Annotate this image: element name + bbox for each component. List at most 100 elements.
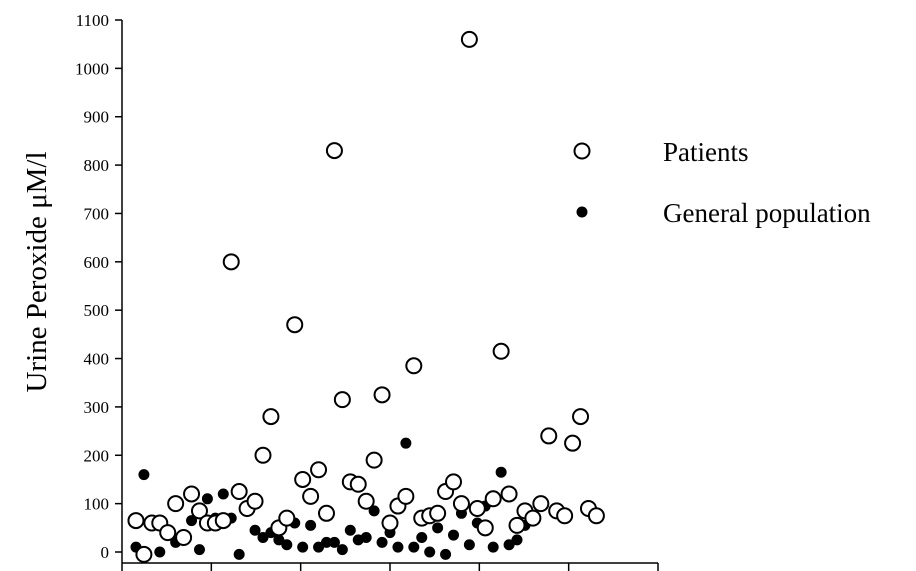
y-tick-label: 100: [84, 495, 110, 514]
general-population-point: [138, 469, 150, 481]
patient-point: [532, 495, 550, 513]
patient-point: [405, 357, 423, 375]
patient-point: [294, 470, 312, 488]
patient-point: [254, 446, 272, 464]
general-population-point: [281, 539, 293, 551]
x-axis: [121, 562, 659, 571]
patient-point: [262, 408, 280, 426]
patient-point: [397, 487, 415, 505]
patient-point: [230, 483, 248, 501]
general-population-point: [154, 546, 166, 558]
y-tick-label: 0: [101, 543, 110, 562]
general-population-point: [257, 531, 269, 543]
general-population-point: [233, 548, 245, 560]
patient-point: [452, 495, 470, 513]
patient-point: [492, 342, 510, 360]
patient-point: [214, 512, 232, 530]
general-population-point: [440, 548, 452, 560]
y-tick-label: 500: [84, 301, 110, 320]
y-tick-label: 300: [84, 398, 110, 417]
patient-point: [333, 391, 351, 409]
legend: Patients General population: [573, 137, 871, 228]
legend-open-circle-marker: [573, 142, 591, 160]
patient-point: [349, 475, 367, 493]
patient-point: [572, 408, 590, 426]
y-tick-label: 800: [84, 156, 110, 175]
legend-label: Patients: [663, 137, 749, 167]
patient-point: [564, 434, 582, 452]
patient-point: [159, 524, 177, 542]
patient-point: [167, 495, 185, 513]
patient-point: [373, 386, 391, 404]
general-population-point: [201, 493, 213, 505]
general-population-point: [463, 539, 475, 551]
y-tick-label: 400: [84, 350, 110, 369]
y-tick-label: 1000: [75, 59, 109, 78]
patient-point: [325, 142, 343, 160]
general-population-point: [487, 541, 499, 553]
patient-point: [317, 504, 335, 522]
patient-point: [468, 499, 486, 517]
patient-point: [476, 519, 494, 537]
patient-point: [445, 473, 463, 491]
patient-point: [556, 507, 574, 525]
patient-point: [381, 514, 399, 532]
patient-point: [190, 502, 208, 520]
patient-point: [246, 492, 264, 510]
general-population-point: [313, 541, 325, 553]
patient-point: [540, 427, 558, 445]
general-population-point: [392, 541, 404, 553]
patient-point: [302, 487, 320, 505]
patient-point: [357, 492, 375, 510]
patient-point: [500, 485, 518, 503]
patient-point: [365, 451, 383, 469]
y-tick-label: 200: [84, 446, 110, 465]
patient-point: [278, 509, 296, 527]
y-axis: 0 100 200 300 400 500 600 700 800 900 1000 1100: [75, 11, 123, 563]
general-population-point: [503, 539, 515, 551]
patient-point: [524, 509, 542, 527]
general-population-point: [193, 544, 205, 556]
general-population-point: [408, 541, 420, 553]
y-tick-label: 1100: [76, 11, 109, 30]
general-population-point: [511, 534, 523, 546]
general-population-point: [495, 466, 507, 478]
general-population-point: [336, 544, 348, 556]
patient-point: [127, 512, 145, 530]
legend-item: Patients: [573, 137, 749, 167]
y-tick-label: 600: [84, 253, 110, 272]
patient-point: [429, 504, 447, 522]
legend-item: General population: [576, 198, 871, 228]
general-population-point: [328, 536, 340, 548]
patient-point: [183, 485, 201, 503]
general-population-point: [432, 522, 444, 534]
y-axis-title: Urine Peroxide μM/l: [21, 151, 53, 392]
patient-point: [310, 461, 328, 479]
general-population-point: [186, 515, 198, 527]
general-population-point: [217, 488, 229, 500]
general-population-point: [297, 541, 309, 553]
y-tick-label: 700: [84, 204, 110, 223]
general-population-point: [424, 546, 436, 558]
data-points: [127, 30, 605, 563]
legend-filled-circle-marker: [576, 206, 588, 218]
patient-point: [222, 253, 240, 271]
patient-point: [135, 545, 153, 563]
patient-point: [484, 490, 502, 508]
general-population-point: [360, 531, 372, 543]
general-population-point: [376, 536, 388, 548]
patient-point: [460, 30, 478, 48]
general-population-point: [249, 524, 261, 536]
general-population-point: [416, 531, 428, 543]
patient-point: [587, 507, 605, 525]
legend-label: General population: [663, 198, 871, 228]
patient-point: [175, 528, 193, 546]
general-population-point: [344, 524, 356, 536]
general-population-point: [400, 437, 412, 449]
general-population-point: [305, 519, 317, 531]
y-tick-label: 900: [84, 108, 110, 127]
patient-point: [508, 516, 526, 534]
general-population-point: [448, 529, 460, 541]
patient-point: [286, 316, 304, 334]
